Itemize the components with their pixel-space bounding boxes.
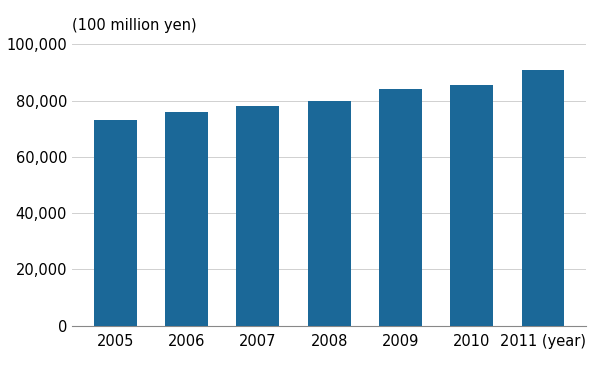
Bar <box>308 101 350 326</box>
Bar <box>94 120 137 326</box>
Text: (100 million yen): (100 million yen) <box>72 18 197 33</box>
Bar <box>165 112 208 326</box>
Bar <box>451 85 493 326</box>
Bar <box>522 70 565 326</box>
Bar <box>237 106 279 326</box>
Bar <box>379 90 422 326</box>
